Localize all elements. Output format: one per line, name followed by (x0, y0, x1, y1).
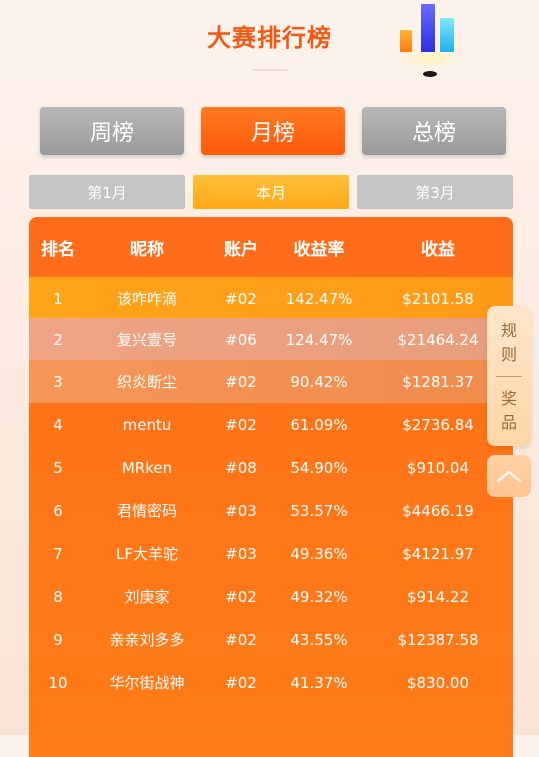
rank-cell: 3 (53, 372, 63, 391)
table-row: 3 织炎断尘 #02 90.42% $1281.37 (29, 360, 513, 403)
table-row: 10 华尔街战神 #02 41.37% $830.00 (29, 661, 513, 704)
table-row: 5 MRken #08 54.90% $910.04 (29, 446, 513, 489)
back-to-top-button[interactable] (487, 455, 531, 497)
account-cell: #02 (225, 673, 257, 692)
nickname-cell: LF大羊驼 (116, 545, 178, 563)
subtab-month-3[interactable]: 第3月 (357, 175, 513, 209)
rank-cell: 6 (53, 501, 63, 520)
earnings-cell: $12387.58 (397, 630, 479, 649)
leaderboard-table: 排名 昵称 账户 收益率 收益 1 该咋咋滴 #02 142.47% $2101… (29, 217, 513, 757)
earnings-cell: $1281.37 (402, 372, 474, 391)
rank-cell: 5 (53, 458, 63, 477)
period-tabs: 周榜 月榜 总榜 (40, 107, 506, 157)
rank-cell: 2 (53, 330, 63, 349)
account-cell: #06 (225, 330, 257, 349)
earnings-cell: $830.00 (406, 673, 470, 692)
table-row: 7 LF大羊驼 #03 49.36% $4121.97 (29, 532, 513, 575)
table-row: 8 刘庚家 #02 49.32% $914.22 (29, 575, 513, 618)
account-cell: #03 (225, 544, 257, 563)
account-cell: #02 (225, 630, 257, 649)
earnings-cell: $2101.58 (402, 289, 474, 308)
rate-cell: 90.42% (290, 372, 348, 391)
nickname-cell: 该咋咋滴 (116, 290, 177, 308)
nickname-cell: mentu (122, 415, 172, 434)
rate-cell: 41.37% (290, 673, 348, 692)
header-account: 账户 (224, 239, 258, 260)
rank-cell: 8 (53, 587, 63, 606)
rate-cell: 49.32% (290, 587, 348, 606)
prizes-label-char: 品 (500, 413, 517, 432)
account-cell: #02 (225, 372, 257, 391)
chevron-up-icon (497, 471, 521, 482)
table-row: 2 复兴壹号 #06 124.47% $21464.24 (29, 318, 513, 361)
month-tabs: 第1月 本月 第3月 (29, 175, 513, 210)
tab-weekly[interactable]: 周榜 (40, 107, 184, 155)
earnings-cell: $2736.84 (402, 415, 474, 434)
rate-cell: 124.47% (285, 330, 353, 349)
prizes-label-char: 奖 (500, 389, 517, 408)
subtab-current-month[interactable]: 本月 (193, 175, 349, 209)
nickname-cell: 刘庚家 (124, 588, 170, 606)
rank-cell: 9 (53, 630, 63, 649)
rate-cell: 61.09% (290, 415, 348, 434)
rate-cell: 43.55% (290, 630, 348, 649)
rules-label-char: 规 (500, 321, 517, 340)
table-row: 4 mentu #02 61.09% $2736.84 (29, 403, 513, 446)
tab-monthly[interactable]: 月榜 (201, 107, 345, 155)
nickname-cell: 亲亲刘多多 (109, 631, 185, 649)
header-earnings: 收益 (421, 239, 455, 260)
earnings-cell: $21464.24 (397, 330, 479, 349)
table-row: 6 君情密码 #03 53.57% $4466.19 (29, 489, 513, 532)
rank-cell: 10 (48, 673, 68, 692)
rules-button[interactable]: 规 则 (487, 310, 531, 376)
earnings-cell: $4121.97 (402, 544, 474, 563)
nickname-cell: MRken (121, 458, 173, 477)
rules-label-char: 则 (500, 345, 517, 364)
table-header: 排名 昵称 账户 收益率 收益 (29, 217, 513, 277)
nickname-cell: 君情密码 (116, 502, 177, 520)
account-cell: #02 (225, 415, 257, 434)
account-cell: #08 (225, 458, 257, 477)
earnings-cell: $910.04 (406, 458, 470, 477)
page-title: 大赛排行榜 (207, 24, 332, 52)
side-floating-panel: 规 则 奖 品 (487, 306, 531, 446)
table-row: 9 亲亲刘多多 #02 43.55% $12387.58 (29, 618, 513, 661)
bar-chart-trophy-icon (396, 4, 464, 77)
tab-overall[interactable]: 总榜 (362, 107, 506, 155)
earnings-cell: $914.22 (406, 587, 470, 606)
account-cell: #02 (225, 289, 257, 308)
nickname-cell: 织炎断尘 (116, 373, 177, 391)
earnings-cell: $4466.19 (402, 501, 474, 520)
account-cell: #03 (225, 501, 257, 520)
rate-cell: 54.90% (290, 458, 348, 477)
account-cell: #02 (225, 587, 257, 606)
rank-cell: 1 (53, 289, 63, 308)
nickname-cell: 华尔街战神 (109, 674, 185, 692)
rank-cell: 4 (53, 415, 63, 434)
prizes-button[interactable]: 奖 品 (487, 378, 531, 444)
side-divider (496, 376, 522, 377)
subtab-month-1[interactable]: 第1月 (29, 175, 185, 209)
rate-cell: 53.57% (290, 501, 348, 520)
nickname-cell: 复兴壹号 (116, 331, 177, 349)
header-rank: 排名 (41, 239, 75, 260)
title-underline (252, 69, 288, 71)
rank-cell: 7 (53, 544, 63, 563)
rate-cell: 142.47% (285, 289, 353, 308)
rate-cell: 49.36% (290, 544, 348, 563)
header-nickname: 昵称 (130, 239, 164, 260)
header-rate: 收益率 (293, 239, 345, 260)
table-row: 1 该咋咋滴 #02 142.47% $2101.58 (29, 277, 513, 320)
